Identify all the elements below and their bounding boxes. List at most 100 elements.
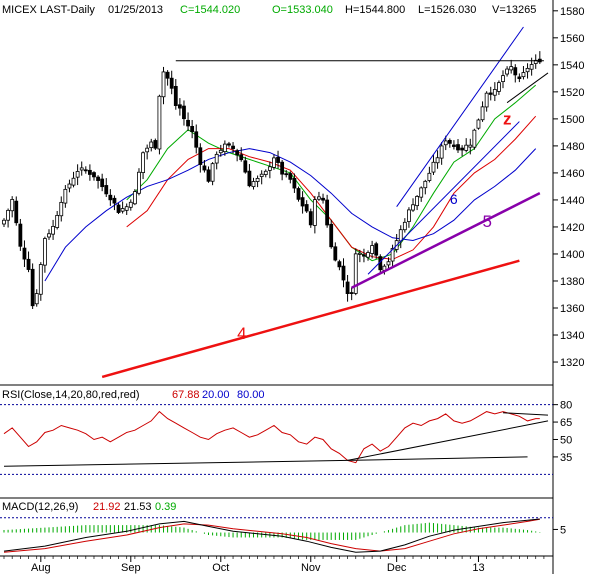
candle-body: [214, 153, 219, 164]
candle-body: [173, 85, 178, 106]
candle-body: [153, 140, 158, 149]
candle-body: [108, 194, 113, 201]
close-label: C=1544.020: [180, 4, 240, 16]
candle-body: [476, 119, 481, 129]
candle-body: [480, 106, 485, 121]
candle-body: [415, 196, 420, 207]
candle-body: [411, 204, 415, 211]
candle-body: [38, 264, 43, 295]
candle-body: [79, 167, 84, 171]
candle-body: [120, 208, 125, 212]
candle-body: [112, 197, 117, 204]
candle-body: [177, 104, 182, 109]
candle-body: [276, 157, 280, 163]
x-tick-label: Nov: [301, 562, 321, 574]
macd-panel: [0, 517, 553, 553]
rsi-line: [3, 410, 540, 464]
candle-body: [194, 131, 199, 148]
candle-body: [431, 161, 436, 173]
candle-body: [145, 147, 150, 153]
candle-body: [312, 199, 317, 226]
candle-body: [259, 173, 264, 177]
price-tick-label: 1440: [560, 195, 584, 207]
rsi-panel: [0, 404, 553, 475]
rsi-trend-line-4: [3, 459, 348, 467]
price-tick-label: 1480: [560, 141, 584, 153]
low-label: L=1526.030: [418, 4, 476, 16]
candle-body: [222, 143, 227, 153]
candle-body: [284, 173, 289, 176]
price-tick-label: 1400: [560, 249, 584, 261]
candle-body: [30, 268, 35, 307]
candle-body: [398, 229, 403, 242]
candle-body: [141, 152, 145, 173]
x-tick-label: Sep: [121, 562, 141, 574]
candle-body: [439, 145, 444, 159]
macd-tick-label: 5: [560, 524, 566, 536]
candle-body: [288, 173, 293, 180]
price-tick-label: 1560: [560, 33, 584, 45]
candle-body: [370, 245, 375, 254]
candle-body: [71, 177, 76, 186]
candle-body: [464, 144, 469, 151]
candle-body: [251, 181, 256, 188]
candle-body: [124, 206, 129, 211]
candle-body: [202, 165, 207, 171]
candle-body: [267, 166, 272, 171]
candle-body: [300, 197, 305, 207]
trend-line-1: [101, 259, 520, 379]
candle-body: [325, 199, 330, 226]
candle-body: [390, 248, 395, 262]
trend-line-4: [396, 26, 524, 207]
price-tick-label: 1520: [560, 87, 584, 99]
candle-body: [165, 71, 170, 79]
rsi-lower-label: 20.00: [202, 389, 230, 401]
rsi-params-label: RSI(Close,14,20,80,red,red): [2, 389, 140, 401]
candle-body: [407, 209, 411, 222]
macd-hist-label: 0.39: [155, 501, 176, 513]
candle-body: [218, 149, 223, 154]
high-label: H=1544.800: [345, 4, 405, 16]
candle-body: [34, 293, 39, 305]
candle-body: [43, 238, 47, 266]
candle-body: [96, 176, 100, 181]
rsi-value-label: 67.88: [172, 389, 200, 401]
candle-body: [447, 139, 452, 144]
candle-body: [157, 95, 162, 150]
candle-body: [87, 169, 92, 175]
candle-body: [472, 129, 477, 148]
candle-body: [83, 169, 88, 172]
candle-body: [492, 89, 497, 96]
annotation-z: z: [503, 109, 512, 128]
trend-line-3: [367, 121, 520, 275]
price-panel: 4 5 6 z: [2, 26, 549, 379]
candle-body: [304, 204, 309, 212]
x-tick-label: Aug: [31, 562, 51, 574]
candle-body: [67, 183, 72, 189]
candle-body: [402, 221, 407, 231]
price-tick-label: 1500: [560, 114, 584, 126]
rsi-tick-label: 50: [560, 434, 572, 446]
x-tick-label: Dec: [387, 562, 407, 574]
candle-body: [26, 258, 31, 270]
x-tick-label: Oct: [212, 562, 229, 574]
candle-body: [386, 261, 391, 266]
price-tick-label: 1320: [560, 357, 584, 369]
candle-body: [488, 92, 493, 95]
candle-body: [529, 64, 534, 70]
price-header: MICEX LAST-Daily 01/25/2013 C=1544.020 O…: [2, 4, 536, 16]
candle-body: [18, 223, 23, 247]
candle-body: [239, 154, 244, 161]
rsi-trend-line-1: [347, 420, 549, 461]
rsi-tick-label: 35: [560, 452, 572, 464]
macd-line: [3, 518, 540, 553]
candle-body: [92, 172, 96, 178]
candle-body: [227, 143, 231, 146]
open-label: O=1533.040: [272, 4, 333, 16]
candle-body: [341, 265, 346, 281]
candle-body: [231, 145, 235, 150]
rsi-trend-line-3: [347, 456, 528, 461]
moving-average-line-3: [44, 148, 537, 282]
candle-body: [292, 177, 297, 189]
price-tick-label: 1360: [560, 303, 584, 315]
